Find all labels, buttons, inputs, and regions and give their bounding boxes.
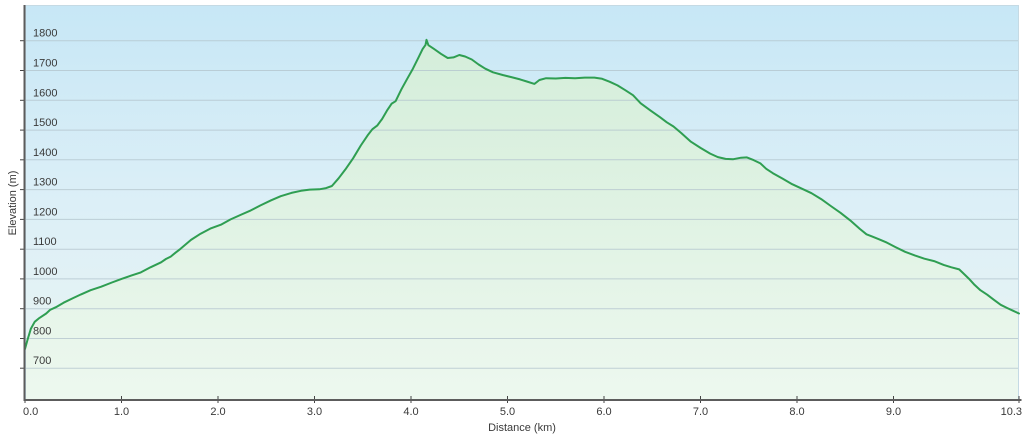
- x-tick-label: 7.0: [693, 406, 708, 418]
- y-tick-label: 1300: [33, 177, 57, 189]
- x-tick-label: 8.0: [789, 406, 804, 418]
- x-tick-label: 10.3: [1001, 406, 1022, 418]
- x-tick-label: 3.0: [307, 406, 322, 418]
- y-tick-label: 1400: [33, 147, 57, 159]
- y-tick-label: 1100: [33, 236, 57, 248]
- y-tick-label: 900: [33, 296, 51, 308]
- x-tick-label: 5.0: [500, 406, 515, 418]
- y-tick-label: 1000: [33, 266, 57, 278]
- x-tick-label: 4.0: [403, 406, 418, 418]
- y-tick-label: 800: [33, 326, 51, 338]
- y-tick-label: 700: [33, 355, 51, 367]
- y-tick-label: 1600: [33, 87, 57, 99]
- x-tick-label: 2.0: [210, 406, 225, 418]
- elevation-area: [25, 39, 1019, 402]
- y-tick-label: 1500: [33, 117, 57, 129]
- y-axis-title: Elevation (m): [7, 170, 19, 236]
- x-tick-label: 0.0: [23, 406, 38, 418]
- x-tick-label: 9.0: [886, 406, 901, 418]
- y-tick-label: 1700: [33, 58, 57, 70]
- y-tick-label: 1800: [33, 28, 57, 40]
- x-tick-label: 6.0: [596, 406, 611, 418]
- x-tick-label: 1.0: [114, 406, 129, 418]
- y-tick-label: 1200: [33, 206, 57, 218]
- elevation-line: [24, 38, 1020, 350]
- x-axis-title: Distance (km): [488, 422, 556, 434]
